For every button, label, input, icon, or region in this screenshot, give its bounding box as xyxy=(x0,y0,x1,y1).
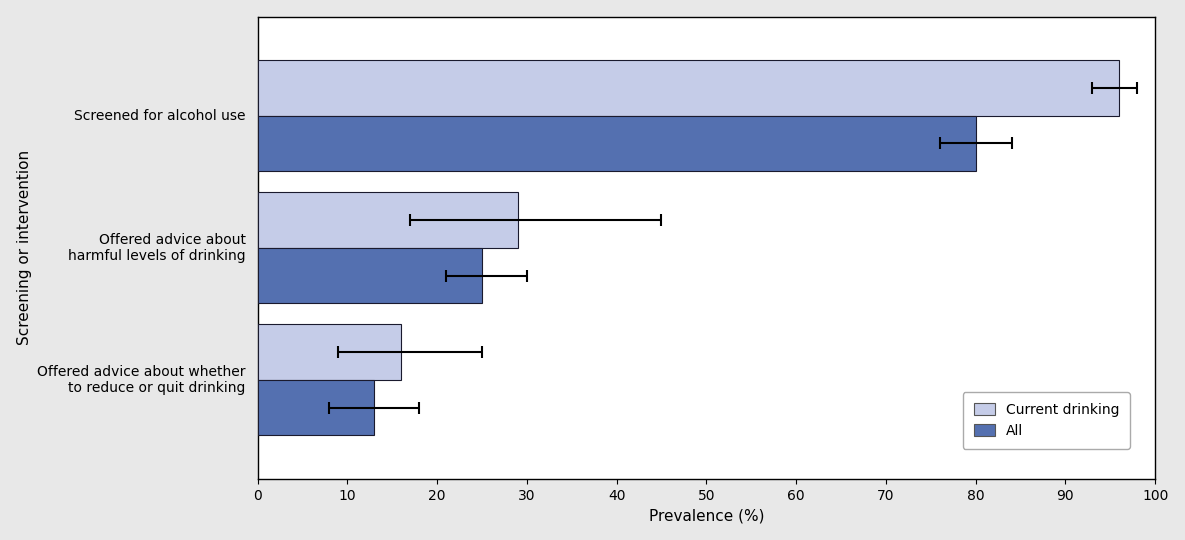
Bar xyxy=(257,116,975,171)
Legend: Current drinking, All: Current drinking, All xyxy=(962,392,1130,449)
Bar xyxy=(257,380,374,435)
Bar xyxy=(257,325,402,380)
Y-axis label: Screening or intervention: Screening or intervention xyxy=(17,150,32,346)
X-axis label: Prevalence (%): Prevalence (%) xyxy=(648,508,764,523)
Bar xyxy=(257,192,518,248)
Bar xyxy=(257,248,482,303)
Bar xyxy=(257,60,1120,116)
